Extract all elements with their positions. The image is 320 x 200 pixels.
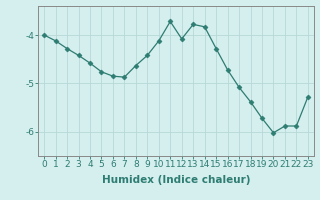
X-axis label: Humidex (Indice chaleur): Humidex (Indice chaleur) <box>102 175 250 185</box>
